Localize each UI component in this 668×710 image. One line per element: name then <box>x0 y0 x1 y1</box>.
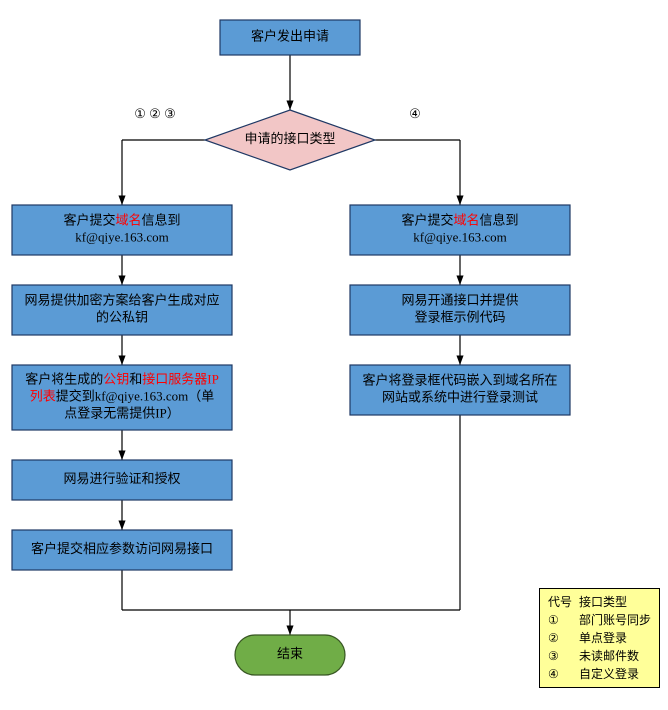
svg-text:客户提交域名信息到: 客户提交域名信息到 <box>63 212 180 227</box>
nodes: 客户发出申请申请的接口类型客户提交域名信息到 kf@qiye.163.com 网易提… <box>12 20 570 675</box>
svg-text:kf@qiye.163.com: kf@qiye.163.com <box>75 229 169 244</box>
svg-text:客户提交域名信息到: 客户提交域名信息到 <box>401 212 518 227</box>
legend-header-code: 代号 <box>548 593 576 611</box>
legend-box: 代号 接口类型 ① 部门账号同步 ② 单点登录 ③ 未读邮件数 ④ 自定义登录 <box>539 588 660 688</box>
legend-code: ④ <box>548 665 576 683</box>
svg-text:网易提供加密方案给客户生成对应: 网易提供加密方案给客户生成对应 <box>24 292 219 307</box>
legend-type: 单点登录 <box>579 631 627 645</box>
svg-text:列表提交到kf@qiye.163.com（单: 列表提交到kf@qiye.163.com（单 <box>30 388 215 403</box>
legend-row: ③ 未读邮件数 <box>548 647 651 665</box>
svg-text:点登录无需提供IP）: 点登录无需提供IP） <box>64 405 180 420</box>
branch-label-left: ① ② ③ <box>134 106 175 121</box>
svg-text:客户发出申请: 客户发出申请 <box>251 28 329 43</box>
legend-code: ② <box>548 629 576 647</box>
svg-text:kf@qiye.163.com: kf@qiye.163.com <box>413 229 507 244</box>
svg-text:网易开通接口并提供: 网易开通接口并提供 <box>401 292 518 307</box>
svg-text:客户提交相应参数访问网易接口: 客户提交相应参数访问网易接口 <box>31 541 213 556</box>
svg-text:客户将登录框代码嵌入到域名所在: 客户将登录框代码嵌入到域名所在 <box>362 372 557 387</box>
legend-header-type: 接口类型 <box>579 595 627 609</box>
legend-code: ③ <box>548 647 576 665</box>
legend-row: ④ 自定义登录 <box>548 665 651 683</box>
svg-text:网易进行验证和授权: 网易进行验证和授权 <box>63 471 180 486</box>
svg-text:结束: 结束 <box>277 646 303 661</box>
legend-header: 代号 接口类型 <box>548 593 651 611</box>
legend-row: ② 单点登录 <box>548 629 651 647</box>
svg-text:客户将生成的公钥和接口服务器IP: 客户将生成的公钥和接口服务器IP <box>25 371 219 386</box>
svg-text:的公私钥: 的公私钥 <box>96 309 148 324</box>
svg-text:申请的接口类型: 申请的接口类型 <box>244 131 335 146</box>
legend-type: 未读邮件数 <box>579 649 639 663</box>
legend-code: ① <box>548 611 576 629</box>
legend-row: ① 部门账号同步 <box>548 611 651 629</box>
svg-text:登录框示例代码: 登录框示例代码 <box>414 309 505 324</box>
branch-label-right: ④ <box>409 106 421 121</box>
legend-type: 自定义登录 <box>579 667 639 681</box>
legend-type: 部门账号同步 <box>579 613 651 627</box>
svg-text:网站或系统中进行登录测试: 网站或系统中进行登录测试 <box>382 389 538 404</box>
